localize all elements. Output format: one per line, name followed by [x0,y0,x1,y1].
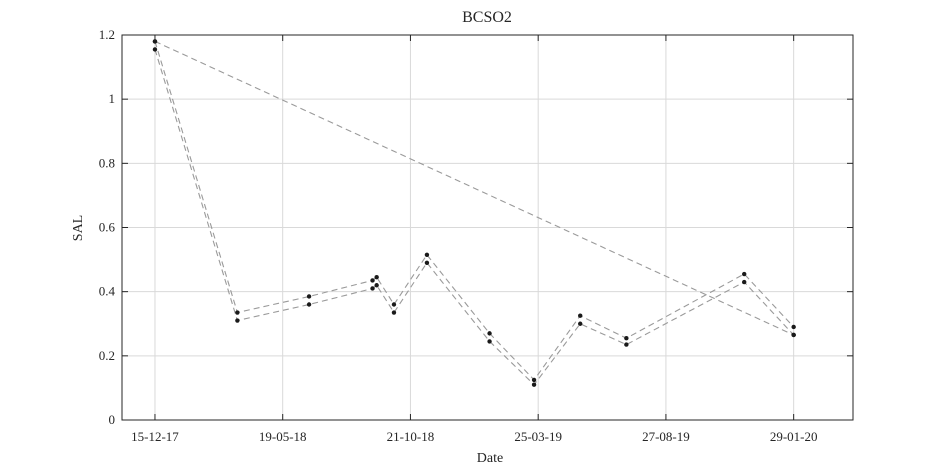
grid [122,34,853,421]
data-point [791,324,796,330]
data-point [306,294,312,299]
data-point [424,260,430,265]
data-point [742,271,747,277]
data-point [487,339,492,344]
data-point [624,335,629,341]
data-point [235,310,240,315]
data-point [487,331,492,336]
y-axis-title: SAL [71,215,86,241]
y-tick-label: 0.4 [99,284,116,299]
data-point [578,313,583,318]
x-tick-label: 21-10-18 [387,429,435,444]
y-tick-label: 1.2 [99,27,115,42]
data-point [152,39,158,44]
x-tick-label: 27-08-19 [642,429,690,444]
data-point [152,47,158,52]
y-tick-label: 0.8 [99,155,115,170]
data-point [306,302,312,307]
data-point [370,286,375,291]
series-line-2 [154,49,795,386]
data-point [624,342,629,347]
data-point [791,332,796,338]
data-point [391,310,397,315]
y-tick-label: 0.2 [99,348,115,363]
x-tick-label: 29-01-20 [770,429,818,444]
data-point [374,275,379,280]
ticks: 0 0.2 0.4 0.6 0.8 1 1.2 15-12-17 19-05-18 21-10-1… [99,27,853,444]
data-point [578,321,583,326]
series-line-3 [154,40,794,336]
data-point [531,377,537,383]
y-tick-label: 0.6 [99,220,116,235]
data-point [235,318,240,323]
x-tick-label: 19-05-18 [259,429,307,444]
data-point [374,283,379,288]
data-point [370,278,375,283]
data-point [391,302,397,307]
data-point [531,382,537,387]
x-axis-title: Date [477,451,503,466]
y-tick-label: 1 [109,91,116,106]
data-point [424,252,430,257]
series-layer [152,39,796,387]
x-tick-label: 15-12-17 [131,429,179,444]
x-tick-label: 25-03-19 [514,429,562,444]
series-line-1 [154,41,795,381]
data-point [742,279,747,285]
chart-title: BCSO2 [462,9,512,26]
y-tick-label: 0 [109,412,116,427]
